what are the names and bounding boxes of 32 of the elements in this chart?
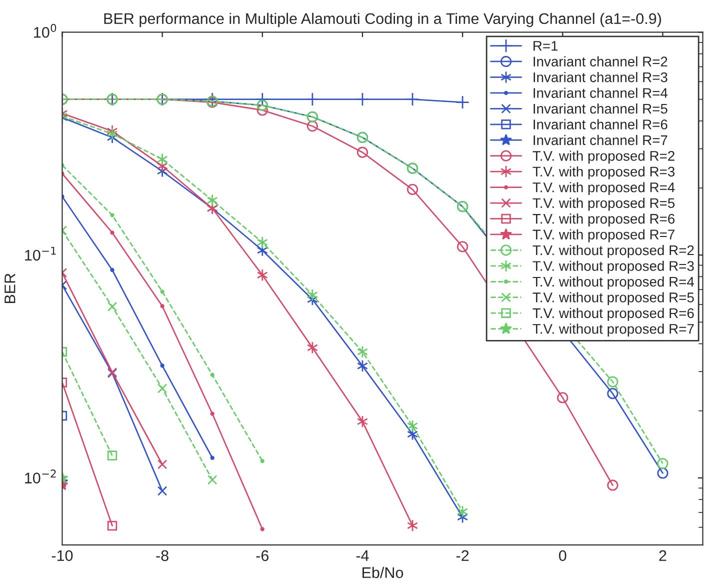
legend-label: Invariant channel R=5 [534,103,668,114]
legend-label: T.V. with proposed R=7 [532,229,674,242]
legend-label: Invariant channel R=6 [534,119,668,130]
x-axis-title: Eb/No [362,566,404,578]
legend-label: T.V. with proposed R=6 [532,214,675,226]
y-tick-label: 10$^{−2}$ [25,470,56,484]
x-tick-label: 2 [659,550,666,561]
legend-label: T.V. without proposed R=6 [532,308,694,321]
legend-label: R=1 [534,41,558,51]
legend-label: T.V. without proposed R=2 [532,244,694,258]
legend-label: Invariant channel R=3 [534,72,668,82]
x-tick-label: -10 [52,550,73,562]
x-tick-label: -2 [456,550,469,561]
legend-label: Invariant channel R=7 [534,134,668,146]
y-tick-label: 10$^{−1}$ [25,246,56,261]
legend-label: Invariant channel R=4 [534,88,668,98]
chart-title: BER performance in Multiple Alamouti Coding in a Time Varying Channel (a1=-0.9) [104,12,662,28]
y-tick-label: 10$^{0}$ [34,24,56,38]
legend-label: T.V. with proposed R=2 [532,150,674,164]
legend-label: T.V. without proposed R=4 [532,276,694,290]
x-tick-label: -6 [256,550,269,562]
legend-label: T.V. without proposed R=3 [532,260,694,274]
x-tick-label: -4 [356,550,369,561]
legend-label: T.V. with proposed R=5 [532,198,675,211]
y-axis-title: BER [4,274,16,304]
legend-label: T.V. without proposed R=5 [532,292,694,306]
x-tick-label: -8 [156,550,168,562]
legend-label: T.V. with proposed R=4 [532,182,675,196]
x-tick-label: 0 [558,550,566,562]
legend-label: T.V. with proposed R=3 [532,166,675,180]
legend-label: T.V. without proposed R=7 [532,324,694,337]
legend-label: Invariant channel R=2 [534,56,668,66]
